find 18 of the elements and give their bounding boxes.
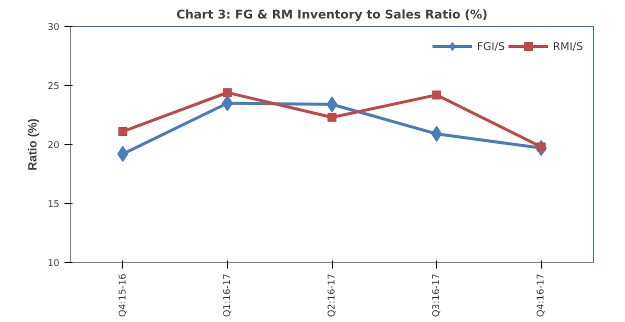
y-tick-label: 10 [48, 258, 60, 269]
y-tick-label: 30 [48, 22, 60, 33]
x-tick-label: Q2:16-17 [326, 273, 338, 318]
x-tick-label: Q3:16-17 [431, 273, 442, 318]
legend-label: FGI/S [477, 40, 505, 52]
chart-title: Chart 3: FG & RM Inventory to Sales Ratio (%) [176, 8, 488, 22]
x-tick-label: Q1:16-17 [222, 273, 233, 318]
y-axis-title: Ratio (%) [26, 118, 40, 170]
legend-label: RMI/S [552, 40, 583, 52]
x-tick-label: Q4:15-16 [117, 273, 128, 318]
point [222, 88, 232, 98]
y-tick-label: 20 [48, 140, 60, 151]
point [432, 90, 442, 100]
y-tick-label: 15 [48, 199, 60, 210]
y-tick-label: 25 [48, 81, 60, 92]
point [118, 127, 128, 136]
x-tick-label: Q4:16-17 [536, 273, 547, 318]
point [328, 112, 336, 122]
